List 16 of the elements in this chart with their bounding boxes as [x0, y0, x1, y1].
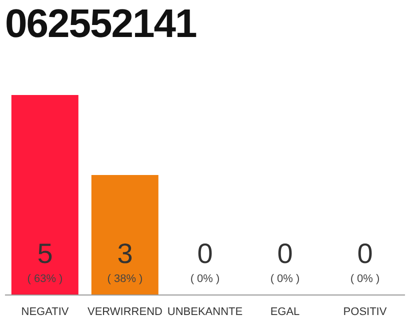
data-label: 5 — [37, 238, 53, 269]
chart-title: 062552141 — [5, 1, 196, 48]
x-tick-label: NEGATIV — [21, 306, 70, 318]
x-tick-label: EGAL — [270, 306, 300, 318]
annotation: ( 38% ) — [107, 273, 143, 285]
annotation: ( 0% ) — [190, 273, 220, 285]
x-tick-label: UNBEKANNTE — [167, 306, 243, 318]
data-label: 0 — [277, 238, 293, 269]
data-label: 0 — [357, 238, 373, 269]
annotation: ( 63% ) — [27, 273, 63, 285]
data-label: 3 — [117, 238, 133, 269]
x-tick-label: VERWIRREND — [88, 306, 163, 318]
annotation: ( 0% ) — [270, 273, 300, 285]
data-label: 0 — [197, 238, 213, 269]
x-tick-label: POSITIV — [343, 306, 388, 318]
annotation: ( 0% ) — [350, 273, 380, 285]
